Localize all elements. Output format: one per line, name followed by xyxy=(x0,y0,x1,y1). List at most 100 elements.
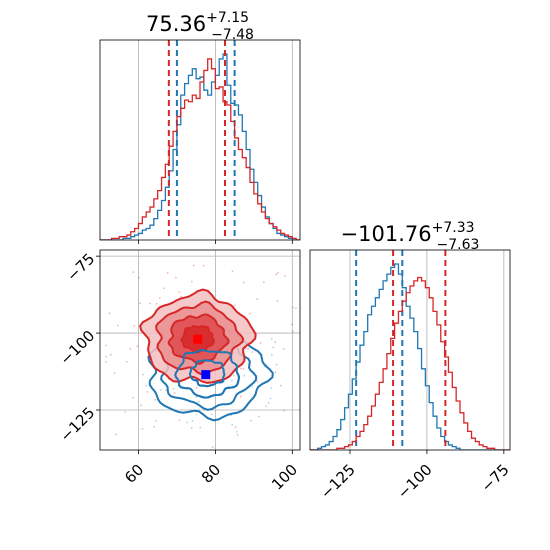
sample-point xyxy=(141,427,144,430)
sample-point xyxy=(178,291,181,294)
sample-point xyxy=(199,426,202,429)
axes-frame xyxy=(309,249,511,451)
x-tick-label: 100 xyxy=(268,461,301,494)
sample-point xyxy=(153,425,156,428)
sample-point xyxy=(231,379,233,382)
sample-point xyxy=(96,438,98,440)
title-plus: +7.15 xyxy=(206,10,249,26)
sample-point xyxy=(249,312,251,315)
contour-area xyxy=(87,250,319,465)
sample-point xyxy=(145,384,148,387)
sample-point xyxy=(159,389,162,391)
truth-marker xyxy=(201,370,211,380)
sample-point xyxy=(180,295,183,298)
sample-point xyxy=(175,276,177,279)
sample-point xyxy=(190,426,193,429)
sample-point xyxy=(276,300,279,302)
sample-point xyxy=(211,446,214,448)
sample-point xyxy=(292,330,295,333)
histogram-step xyxy=(310,263,510,450)
sample-point xyxy=(259,342,262,344)
x-tick-label: −125 xyxy=(317,461,359,503)
sample-point xyxy=(231,423,234,426)
sample-point xyxy=(256,380,259,383)
sample-point xyxy=(133,324,136,327)
sample-point xyxy=(172,387,175,390)
sample-point xyxy=(173,392,176,394)
axes-frame xyxy=(99,249,301,451)
sample-point xyxy=(105,355,108,358)
title-plus: +7.33 xyxy=(432,220,475,236)
histogram-step xyxy=(100,58,300,240)
sample-point xyxy=(154,398,157,401)
sample-point xyxy=(251,351,254,353)
sample-point xyxy=(265,405,268,408)
sample-point xyxy=(307,374,309,376)
contour-line xyxy=(167,313,230,365)
sample-point xyxy=(251,385,254,388)
title-text: −101.76+7.33 −7.63 xyxy=(341,220,480,253)
sample-point xyxy=(275,273,278,276)
y-tick-label: −100 xyxy=(57,327,99,369)
sample-point xyxy=(210,413,213,416)
sample-point xyxy=(149,302,152,305)
sample-point xyxy=(155,420,157,422)
histogram-step xyxy=(310,276,510,450)
sample-point xyxy=(282,409,285,412)
sample-point xyxy=(132,396,135,399)
sample-point xyxy=(108,312,111,315)
sample-point xyxy=(109,353,112,356)
contour-line xyxy=(174,348,241,399)
sample-point xyxy=(267,401,270,404)
sample-point xyxy=(202,264,205,267)
sample-point xyxy=(87,361,89,363)
sample-point xyxy=(317,382,319,384)
sample-point xyxy=(87,283,89,285)
sample-point xyxy=(235,430,238,433)
sample-point xyxy=(132,271,135,274)
sample-point xyxy=(231,270,234,273)
sample-point xyxy=(242,368,245,370)
contour-line xyxy=(155,300,245,376)
axes-frame xyxy=(99,39,301,241)
sample-point xyxy=(256,298,259,301)
sample-point xyxy=(140,404,142,407)
sample-point xyxy=(244,347,247,350)
sample-point xyxy=(262,281,265,284)
sample-point xyxy=(240,367,242,370)
truth-marker xyxy=(193,334,203,344)
sample-point xyxy=(165,389,167,392)
sample-point xyxy=(284,275,286,277)
sample-point xyxy=(233,304,236,307)
sample-point xyxy=(125,360,128,363)
sample-point xyxy=(270,353,273,356)
sample-point xyxy=(270,387,273,390)
y-tick-label: −75 xyxy=(63,250,98,285)
sample-point xyxy=(270,338,273,340)
sample-point xyxy=(232,374,235,377)
sample-point xyxy=(195,386,198,389)
sample-point xyxy=(158,297,161,299)
sample-point xyxy=(136,345,139,347)
title-minus: −7.63 xyxy=(437,237,480,253)
title-minus: −7.48 xyxy=(211,27,254,43)
title-text: 75.36+7.15 −7.48 xyxy=(146,10,254,43)
marginal-x-title: 75.36+7.15 −7.48 xyxy=(146,10,254,43)
sample-point xyxy=(279,384,282,387)
histogram-area xyxy=(100,40,300,240)
sample-point xyxy=(260,463,262,465)
contour-line xyxy=(188,359,226,388)
title-value: 75.36 xyxy=(146,12,206,36)
sample-point xyxy=(138,276,140,279)
sample-point xyxy=(277,272,279,274)
y-tick-label: −125 xyxy=(57,404,99,446)
sample-point xyxy=(146,390,149,393)
sample-point xyxy=(142,373,144,376)
sample-point xyxy=(186,421,189,424)
sample-point xyxy=(292,306,294,309)
sample-point xyxy=(274,371,277,374)
sample-point xyxy=(295,307,297,310)
sample-point xyxy=(113,372,116,375)
sample-point xyxy=(269,397,272,400)
sample-point xyxy=(242,281,245,284)
